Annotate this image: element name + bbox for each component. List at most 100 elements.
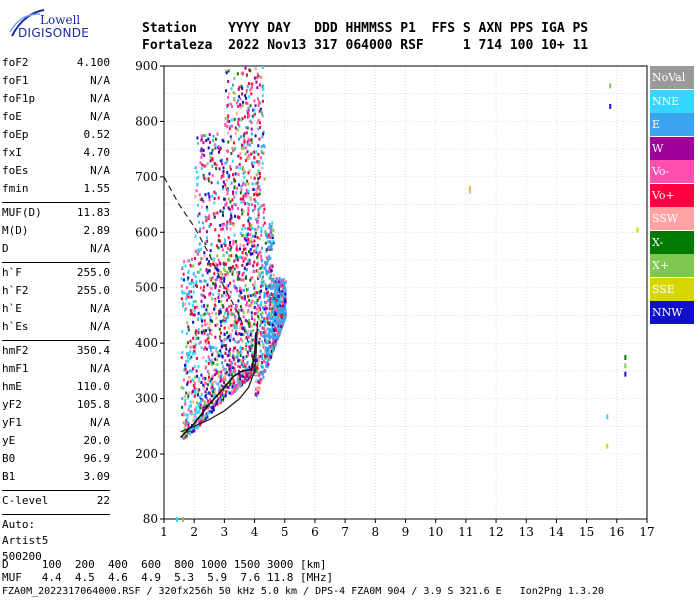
echo-point [185, 297, 188, 301]
echo-point [268, 276, 271, 280]
echo-point [203, 319, 206, 323]
echo-point [233, 203, 236, 206]
echo-point [237, 319, 240, 323]
echo-point [251, 276, 254, 280]
echo-point [196, 411, 199, 415]
echo-point [240, 278, 243, 282]
echo-point [275, 287, 278, 291]
echo-point [257, 180, 260, 183]
echo-point [271, 236, 274, 239]
echo-point [268, 334, 271, 338]
echo-point [214, 278, 217, 282]
echo-point [199, 340, 202, 344]
echo-point [261, 265, 263, 269]
echo-point [274, 313, 277, 317]
echo-point [210, 151, 213, 155]
echo-point [273, 338, 276, 342]
echo-point [209, 315, 212, 319]
echo-point [249, 88, 252, 92]
echo-point [281, 298, 284, 302]
echo-point [207, 406, 210, 410]
echo-point [284, 310, 287, 314]
echo-point [272, 346, 275, 350]
echo-point [238, 163, 241, 166]
echo-point [241, 371, 244, 375]
echo-point [249, 119, 252, 123]
echo-point [261, 354, 264, 358]
echo-point [227, 271, 229, 275]
auto-line2: Artist5 [2, 534, 49, 547]
echo-point [216, 354, 219, 358]
echo-point [264, 231, 267, 235]
echo-point [268, 313, 271, 317]
echo-point [221, 396, 224, 399]
echo-point [192, 264, 195, 268]
echo-point [229, 269, 232, 273]
echo-point [193, 345, 196, 349]
echo-point [255, 307, 258, 311]
echo-point [260, 271, 263, 275]
echo-point [249, 196, 252, 200]
echo-point [190, 412, 193, 416]
echo-point [279, 294, 282, 298]
echo-point [213, 190, 216, 194]
echo-point [271, 323, 274, 327]
echo-point [200, 279, 203, 283]
echo-point [243, 372, 246, 376]
echo-point [184, 435, 187, 439]
echo-point [253, 193, 255, 197]
echo-point [213, 303, 216, 307]
echo-point [247, 95, 250, 99]
echo-point [245, 96, 248, 100]
echo-point [271, 304, 274, 308]
echo-point [256, 299, 259, 302]
echo-point [227, 117, 229, 120]
echo-point [226, 220, 229, 224]
echo-point [182, 411, 185, 415]
echo-point [248, 304, 251, 308]
echo-point [233, 323, 236, 327]
echo-point [261, 246, 263, 250]
echo-point [204, 339, 207, 343]
echo-point [194, 330, 197, 334]
echo-point [189, 312, 192, 316]
echo-point [201, 257, 204, 261]
echo-point [255, 387, 257, 391]
echo-point [216, 181, 219, 185]
echo-point [226, 363, 229, 367]
echo-point [204, 341, 207, 345]
echo-point [221, 272, 224, 276]
echo-point [270, 317, 273, 321]
echo-point [263, 203, 266, 207]
echo-point [241, 339, 244, 343]
echo-point [195, 406, 198, 410]
echo-point [186, 417, 189, 421]
echo-point [206, 304, 209, 308]
echo-point [220, 374, 223, 378]
echo-point [264, 266, 267, 270]
param-key: C-level [2, 494, 49, 507]
echo-point [250, 301, 253, 305]
param-row-mufd: MUF(D) 11.83 [2, 206, 110, 224]
echo-point [230, 181, 233, 185]
echo-point [273, 342, 276, 346]
echo-point [219, 285, 221, 288]
echo-point [235, 332, 238, 335]
echo-point [226, 160, 229, 164]
echo-point [250, 198, 252, 202]
echo-point [262, 151, 265, 155]
param-value: 255.0 [76, 284, 110, 297]
echo-point [220, 322, 223, 326]
echo-point [204, 279, 207, 283]
echo-point [280, 305, 283, 308]
echo-point [261, 326, 264, 330]
echo-point [211, 351, 214, 355]
echo-point [278, 301, 281, 305]
echo-point [257, 97, 259, 101]
echo-point [243, 175, 246, 179]
echo-point [194, 408, 196, 412]
echo-point [242, 296, 245, 300]
echo-point [256, 121, 259, 125]
legend-item-vo: Vo+ [650, 183, 694, 207]
echo-point [227, 197, 230, 201]
